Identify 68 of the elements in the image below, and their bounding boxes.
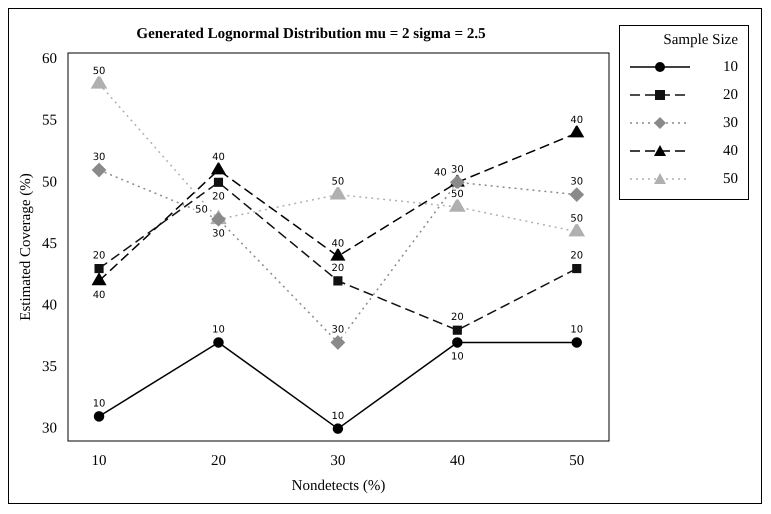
y-tick-label: 40 <box>42 297 57 314</box>
text: 30 <box>92 152 106 164</box>
point <box>570 125 584 138</box>
x-tick-label: 20 <box>210 452 226 469</box>
point <box>450 175 464 190</box>
chart-title: Generated Lognormal Distribution mu = 2 sigma = 2.5 <box>136 26 486 42</box>
y-tick-label: 35 <box>42 359 57 376</box>
y-axis-title: Estimated Coverage (%) <box>18 173 34 321</box>
legend-label: 10 <box>723 58 738 76</box>
point <box>213 337 224 348</box>
legend-label: 20 <box>723 86 738 104</box>
text: 20 <box>212 191 225 202</box>
point <box>570 188 584 202</box>
text: 20 <box>450 312 464 324</box>
point <box>330 186 346 200</box>
text: 30 <box>570 176 584 188</box>
text: 50 <box>195 204 208 216</box>
text: 10 <box>212 324 225 336</box>
point <box>330 335 345 350</box>
legend-label: 50 <box>723 170 738 188</box>
text: 20 <box>332 262 344 274</box>
x-tick-label: 50 <box>569 452 584 469</box>
point <box>452 337 463 348</box>
text: 50 <box>332 176 344 188</box>
text: 40 <box>434 167 447 178</box>
point <box>450 198 466 212</box>
text: 40 <box>332 238 344 250</box>
point <box>572 337 582 348</box>
text: 30 <box>212 228 225 240</box>
point <box>452 326 462 335</box>
text: 30 <box>332 324 344 336</box>
text: 50 <box>450 189 464 200</box>
point <box>568 222 585 236</box>
x-tick-label: 10 <box>92 452 107 469</box>
y-tick-label: 60 <box>42 51 57 68</box>
point <box>91 74 107 89</box>
text: 40 <box>92 290 106 301</box>
text: 10 <box>92 398 106 410</box>
x-tick-label: 40 <box>450 452 465 469</box>
point <box>211 162 226 174</box>
text: 20 <box>92 250 106 262</box>
legend-label: 30 <box>723 114 738 132</box>
legend-label: 40 <box>723 142 738 160</box>
point <box>572 264 582 274</box>
text: 30 <box>450 164 464 176</box>
x-axis-title: Nondetects (%) <box>292 478 386 494</box>
point <box>92 162 106 178</box>
text: 40 <box>212 152 225 164</box>
text: 50 <box>92 66 106 77</box>
text: 10 <box>332 410 344 422</box>
y-tick-label: 55 <box>42 112 57 129</box>
point <box>330 248 345 261</box>
x-tick-label: 30 <box>330 452 346 469</box>
text: 50 <box>570 214 584 225</box>
legend-title: Sample Size <box>662 32 738 49</box>
text: 10 <box>450 352 464 363</box>
point <box>333 276 342 286</box>
point <box>94 411 104 422</box>
text: 40 <box>570 115 584 126</box>
y-tick-label: 30 <box>42 420 57 437</box>
text: 20 <box>570 250 584 262</box>
text: 10 <box>570 324 584 336</box>
y-tick-label: 45 <box>42 236 57 252</box>
y-tick-label: 50 <box>42 174 57 190</box>
point <box>214 178 224 187</box>
point <box>332 423 344 434</box>
point <box>92 272 106 286</box>
point <box>94 264 104 274</box>
